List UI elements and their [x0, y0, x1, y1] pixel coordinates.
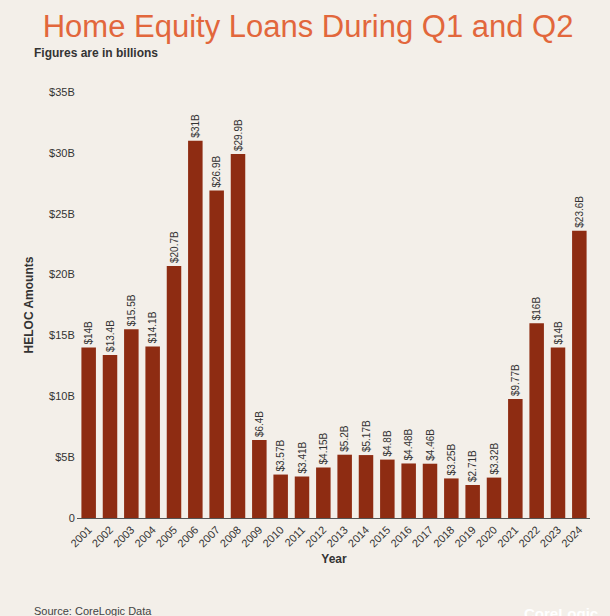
svg-text:$29.9B: $29.9B: [233, 119, 244, 151]
svg-text:Year: Year: [321, 552, 347, 566]
svg-text:2008: 2008: [218, 524, 244, 550]
svg-text:2020: 2020: [474, 524, 500, 550]
svg-text:2013: 2013: [324, 524, 350, 550]
svg-text:2012: 2012: [303, 524, 329, 550]
svg-text:2009: 2009: [239, 524, 265, 550]
svg-text:$14B: $14B: [83, 321, 94, 345]
svg-text:$30B: $30B: [49, 147, 75, 159]
svg-text:Home Equity Loans During Q1 an: Home Equity Loans During Q1 and Q2: [43, 9, 574, 44]
svg-text:$20.7B: $20.7B: [169, 231, 180, 263]
svg-text:$6.4B: $6.4B: [254, 411, 265, 437]
svg-text:HELOC Amounts: HELOC Amounts: [22, 256, 36, 353]
svg-text:2022: 2022: [516, 524, 542, 550]
svg-text:2010: 2010: [260, 524, 286, 550]
svg-text:$5.2B: $5.2B: [339, 425, 350, 451]
svg-text:$14B: $14B: [553, 321, 564, 345]
svg-text:$4.15B: $4.15B: [318, 432, 329, 464]
svg-text:$3.41B: $3.41B: [297, 441, 308, 473]
svg-text:2018: 2018: [431, 524, 457, 550]
svg-text:2021: 2021: [495, 524, 521, 550]
svg-text:2011: 2011: [282, 524, 307, 549]
svg-text:$4.48B: $4.48B: [403, 428, 414, 460]
svg-text:$15B: $15B: [49, 329, 75, 341]
svg-text:$4.8B: $4.8B: [382, 430, 393, 456]
svg-text:2019: 2019: [452, 524, 478, 550]
svg-text:$14.1B: $14.1B: [147, 311, 158, 343]
svg-text:$16B: $16B: [531, 297, 542, 321]
svg-text:CoreLogic: CoreLogic: [524, 605, 598, 616]
svg-text:2002: 2002: [90, 524, 116, 550]
svg-text:$5.17B: $5.17B: [361, 420, 372, 452]
svg-text:$31B: $31B: [190, 114, 201, 138]
svg-text:$2.71B: $2.71B: [467, 450, 478, 482]
svg-text:$20B: $20B: [49, 268, 75, 280]
svg-text:$3.32B: $3.32B: [489, 443, 500, 475]
svg-text:2005: 2005: [154, 524, 180, 550]
svg-text:2016: 2016: [388, 524, 414, 550]
svg-text:2003: 2003: [111, 524, 137, 550]
svg-text:$5B: $5B: [55, 451, 75, 463]
svg-text:$3.25B: $3.25B: [446, 443, 457, 475]
svg-text:2001: 2001: [68, 524, 94, 550]
svg-text:0: 0: [69, 512, 75, 524]
svg-text:Source: CoreLogic Data: Source: CoreLogic Data: [34, 605, 152, 616]
svg-text:$4.46B: $4.46B: [425, 429, 436, 461]
svg-text:2007: 2007: [196, 524, 222, 550]
svg-text:2023: 2023: [538, 524, 564, 550]
svg-text:$23.6B: $23.6B: [574, 196, 585, 228]
svg-text:$10B: $10B: [49, 390, 75, 402]
svg-text:$13.4B: $13.4B: [105, 320, 116, 352]
svg-text:2004: 2004: [132, 524, 158, 550]
svg-text:$9.77B: $9.77B: [510, 364, 521, 396]
svg-text:2024: 2024: [559, 524, 585, 550]
svg-text:2014: 2014: [346, 524, 372, 550]
svg-text:$15.5B: $15.5B: [126, 294, 137, 326]
svg-text:$26.9B: $26.9B: [211, 156, 222, 188]
svg-text:$25B: $25B: [49, 208, 75, 220]
svg-text:2015: 2015: [367, 524, 393, 550]
svg-text:2017: 2017: [410, 524, 436, 550]
svg-text:$3.57B: $3.57B: [275, 440, 286, 472]
svg-text:$35B: $35B: [49, 86, 75, 98]
svg-text:2006: 2006: [175, 524, 201, 550]
svg-text:Figures are in billions: Figures are in billions: [34, 46, 158, 60]
